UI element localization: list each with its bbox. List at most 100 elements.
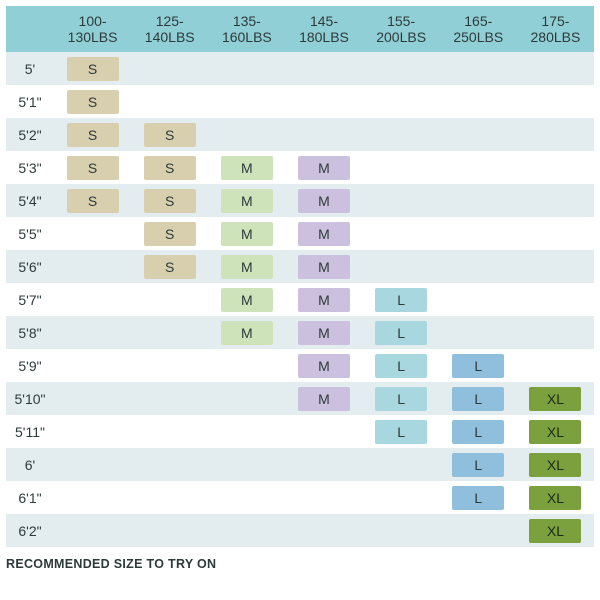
size-cell: M bbox=[285, 184, 362, 217]
size-chart-row: 5'S bbox=[6, 52, 594, 85]
size-cell: M bbox=[285, 382, 362, 415]
height-row-header: 6' bbox=[6, 448, 54, 481]
size-cell: L bbox=[440, 481, 517, 514]
size-chart-row: 6'1"LXL bbox=[6, 481, 594, 514]
size-cell: L bbox=[440, 448, 517, 481]
size-cell bbox=[54, 283, 131, 316]
size-cell: L bbox=[363, 316, 440, 349]
size-cell: XL bbox=[517, 448, 594, 481]
size-cell bbox=[54, 415, 131, 448]
size-cell bbox=[440, 184, 517, 217]
size-cell bbox=[285, 514, 362, 547]
size-cell bbox=[440, 85, 517, 118]
size-cell bbox=[517, 184, 594, 217]
size-cell: XL bbox=[517, 481, 594, 514]
size-cell bbox=[208, 382, 285, 415]
size-cell bbox=[363, 217, 440, 250]
size-pill: L bbox=[452, 486, 504, 510]
size-cell bbox=[517, 151, 594, 184]
size-pill: S bbox=[67, 123, 119, 147]
height-row-header: 5'9" bbox=[6, 349, 54, 382]
size-cell: XL bbox=[517, 382, 594, 415]
size-cell bbox=[363, 250, 440, 283]
size-cell bbox=[440, 250, 517, 283]
size-cell bbox=[54, 382, 131, 415]
size-cell: S bbox=[54, 151, 131, 184]
size-chart-row: 5'4"SSMM bbox=[6, 184, 594, 217]
size-cell bbox=[363, 52, 440, 85]
size-pill: M bbox=[221, 189, 273, 213]
size-cell bbox=[517, 283, 594, 316]
size-pill: L bbox=[452, 453, 504, 477]
size-pill: S bbox=[144, 156, 196, 180]
height-row-header: 5'2" bbox=[6, 118, 54, 151]
size-pill: M bbox=[221, 321, 273, 345]
height-row-header: 5'3" bbox=[6, 151, 54, 184]
size-chart-row: 5'6"SMM bbox=[6, 250, 594, 283]
height-row-header: 6'2" bbox=[6, 514, 54, 547]
height-row-header: 5'8" bbox=[6, 316, 54, 349]
size-cell bbox=[131, 349, 208, 382]
size-cell: S bbox=[54, 184, 131, 217]
size-cell: S bbox=[131, 118, 208, 151]
size-cell: S bbox=[54, 118, 131, 151]
size-pill: XL bbox=[529, 519, 581, 543]
size-pill: M bbox=[298, 354, 350, 378]
size-cell bbox=[131, 283, 208, 316]
size-chart-row: 5'8"MML bbox=[6, 316, 594, 349]
size-pill: M bbox=[298, 288, 350, 312]
size-cell bbox=[285, 481, 362, 514]
size-cell bbox=[54, 448, 131, 481]
size-cell bbox=[131, 415, 208, 448]
size-cell bbox=[208, 514, 285, 547]
size-chart-row: 5'11"LLXL bbox=[6, 415, 594, 448]
size-cell: S bbox=[131, 184, 208, 217]
height-row-header: 5'10" bbox=[6, 382, 54, 415]
size-pill: S bbox=[144, 123, 196, 147]
size-pill: M bbox=[298, 255, 350, 279]
size-cell bbox=[440, 217, 517, 250]
size-cell bbox=[131, 481, 208, 514]
size-cell: L bbox=[363, 382, 440, 415]
size-cell bbox=[285, 52, 362, 85]
size-cell bbox=[517, 349, 594, 382]
size-cell bbox=[131, 316, 208, 349]
size-pill: L bbox=[452, 420, 504, 444]
size-cell bbox=[440, 316, 517, 349]
size-cell bbox=[54, 481, 131, 514]
size-cell: M bbox=[208, 184, 285, 217]
size-cell: M bbox=[285, 283, 362, 316]
size-cell: S bbox=[54, 52, 131, 85]
size-cell bbox=[363, 514, 440, 547]
size-pill: S bbox=[144, 222, 196, 246]
size-cell bbox=[285, 85, 362, 118]
size-pill: M bbox=[221, 156, 273, 180]
size-cell bbox=[208, 481, 285, 514]
size-cell bbox=[54, 316, 131, 349]
size-cell bbox=[131, 448, 208, 481]
size-cell bbox=[440, 514, 517, 547]
height-row-header: 5' bbox=[6, 52, 54, 85]
size-cell bbox=[363, 481, 440, 514]
size-cell bbox=[54, 349, 131, 382]
size-cell bbox=[517, 85, 594, 118]
size-pill: L bbox=[375, 288, 427, 312]
size-cell: L bbox=[363, 283, 440, 316]
size-cell bbox=[54, 514, 131, 547]
corner-cell bbox=[6, 6, 54, 52]
size-cell bbox=[54, 250, 131, 283]
size-pill: L bbox=[375, 321, 427, 345]
size-cell bbox=[440, 151, 517, 184]
size-chart-table: 100-130LBS125-140LBS135-160LBS145-180LBS… bbox=[6, 6, 594, 547]
size-chart-row: 5'3"SSMM bbox=[6, 151, 594, 184]
size-pill: M bbox=[298, 387, 350, 411]
size-cell bbox=[285, 448, 362, 481]
size-pill: M bbox=[298, 189, 350, 213]
header-row: 100-130LBS125-140LBS135-160LBS145-180LBS… bbox=[6, 6, 594, 52]
size-pill: XL bbox=[529, 453, 581, 477]
size-chart-row: 5'9"MLL bbox=[6, 349, 594, 382]
size-chart-row: 5'7"MML bbox=[6, 283, 594, 316]
size-pill: L bbox=[375, 420, 427, 444]
footer-label: RECOMMENDED SIZE TO TRY ON bbox=[6, 557, 594, 571]
size-cell: L bbox=[363, 415, 440, 448]
